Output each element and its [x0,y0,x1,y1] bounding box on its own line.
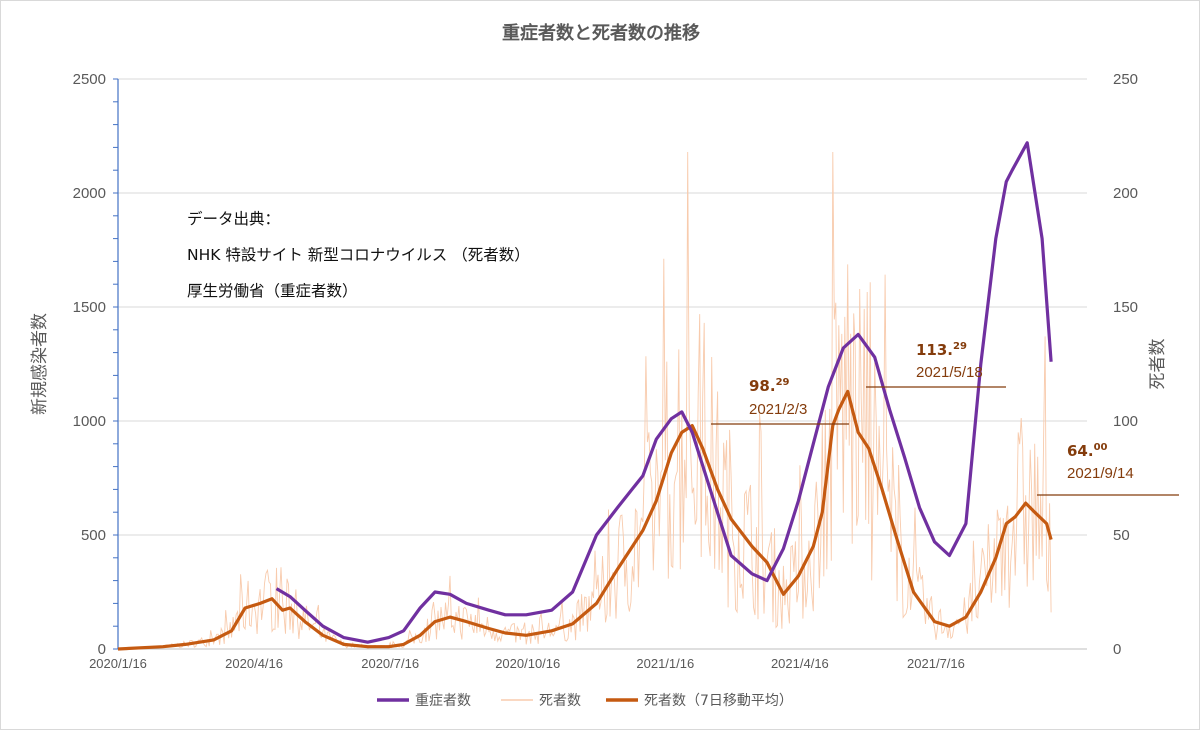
legend: 重症者数 死者数 死者数（7日移動平均） [377,693,793,709]
x-tick-label: 2021/7/16 [907,656,965,671]
x-tick-label: 2021/1/16 [636,656,694,671]
source-line-2: NHK 特設サイト 新型コロナウイルス （死者数） [187,246,530,264]
annotation-value-3: 64.00 [1067,442,1108,460]
axes: 0 0 500 50 1000 100 1500 150 2000 200 2500 250 2020/… [73,71,1138,671]
chart-title: 重症者数と死者数の推移 [502,22,700,44]
y-axis-label-left: 新規感染者数 [30,313,50,415]
x-tick-label: 2020/1/16 [89,656,147,671]
x-tick-label: 2020/10/16 [495,656,560,671]
gridlines [118,78,1087,536]
y-tick-label-left: 2500 [73,71,106,88]
y-tick-label-right: 150 [1113,299,1138,316]
annotation-date-1: 2021/2/3 [749,401,807,418]
y-tick-label-right: 100 [1113,413,1138,430]
source-line-1: データ出典： [187,209,280,228]
y-tick-label-right: 0 [1113,641,1121,658]
annotations: 98.29 2021/2/3 113.29 2021/5/18 64.00 20… [711,341,1179,496]
y-tick-label-left: 1500 [73,299,106,316]
y-tick-label-left: 2000 [73,185,106,202]
annotation-value-2: 113.29 [916,341,967,359]
y-tick-label-right: 250 [1113,71,1138,88]
annotation-date-2: 2021/5/18 [916,364,983,381]
legend-label-deaths: 死者数 [539,693,581,709]
annotation-date-3: 2021/9/14 [1067,465,1134,482]
y-tick-label-left: 1000 [73,413,106,430]
y-tick-label-right: 200 [1113,185,1138,202]
series-group [117,141,1053,651]
series-line-deaths-avg [117,389,1053,651]
series-line-severe [275,141,1053,644]
x-tick-label: 2020/4/16 [225,656,283,671]
x-tick-label: 2020/7/16 [361,656,419,671]
y-axis-label-right: 死者数 [1148,339,1168,390]
legend-label-deaths-avg: 死者数（7日移動平均） [644,693,793,709]
source-line-3: 厚生労働省（重症者数） [187,282,358,300]
annotation-value-1: 98.29 [749,377,790,395]
series-line-deaths-daily [117,151,1052,650]
x-tick-label: 2021/4/16 [771,656,829,671]
y-tick-label-left: 500 [81,527,106,544]
legend-label-severe: 重症者数 [415,693,471,709]
y-tick-label-left: 0 [98,641,106,658]
y-tick-label-right: 50 [1113,527,1130,544]
